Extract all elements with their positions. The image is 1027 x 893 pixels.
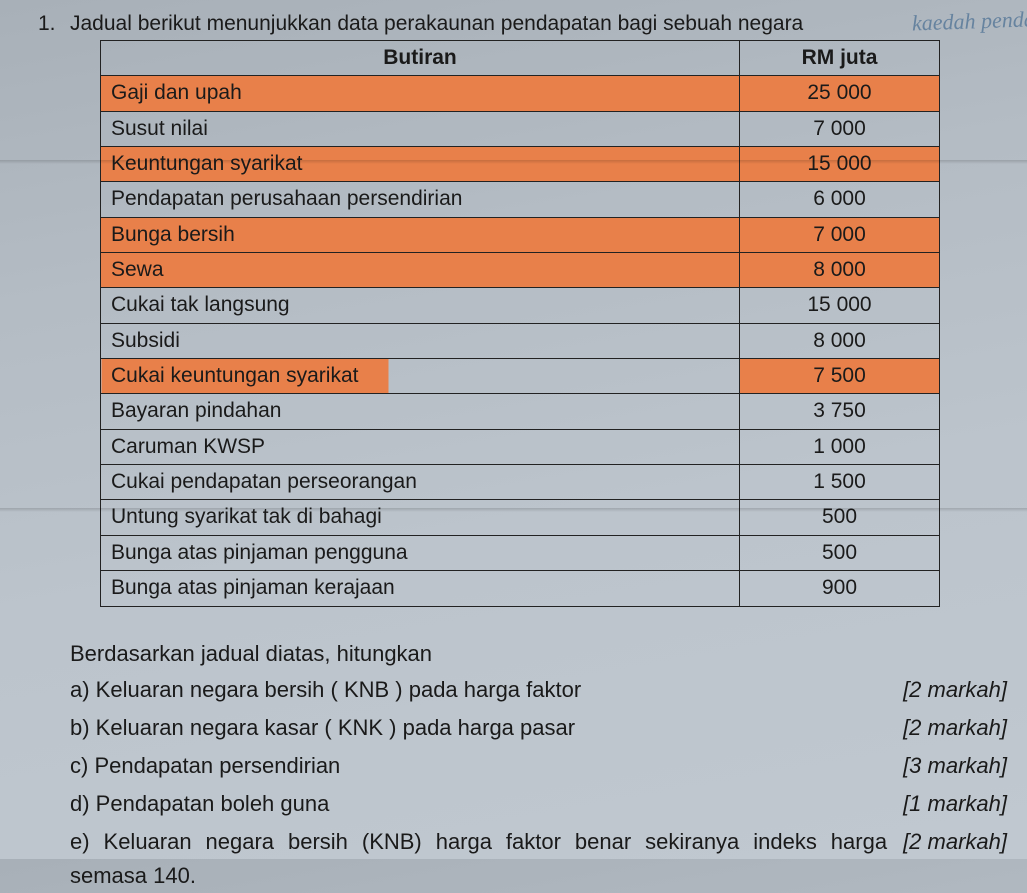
table-row: Cukai keuntungan syarikat7 500 bbox=[101, 359, 940, 394]
row-label: Bunga atas pinjaman kerajaan bbox=[101, 571, 740, 606]
subquestion-body: Keluaran negara bersih (KNB) harga fakto… bbox=[70, 829, 887, 888]
subquestion-body: Pendapatan boleh guna bbox=[90, 791, 330, 816]
table-row: Bunga bersih7 000 bbox=[101, 217, 940, 252]
question-heading: 1. Jadual berikut menunjukkan data perak… bbox=[70, 12, 1007, 36]
row-label: Untung syarikat tak di bahagi bbox=[101, 500, 740, 535]
subquestion-row: [2 markah]e) Keluaran negara bersih (KNB… bbox=[70, 825, 1007, 893]
row-label: Cukai keuntungan syarikat bbox=[101, 359, 740, 394]
subquestion-letter: e) bbox=[70, 829, 90, 854]
row-value: 8 000 bbox=[740, 253, 940, 288]
row-label: Caruman KWSP bbox=[101, 429, 740, 464]
row-label: Bunga bersih bbox=[101, 217, 740, 252]
row-value: 6 000 bbox=[740, 182, 940, 217]
row-value: 7 000 bbox=[740, 217, 940, 252]
row-value: 500 bbox=[740, 500, 940, 535]
table-row: Caruman KWSP1 000 bbox=[101, 429, 940, 464]
table-row: Sewa8 000 bbox=[101, 253, 940, 288]
table-row: Keuntungan syarikat15 000 bbox=[101, 147, 940, 182]
question-text: Jadual berikut menunjukkan data perakaun… bbox=[70, 12, 803, 35]
row-value: 7 000 bbox=[740, 111, 940, 146]
subquestion-letter: c) bbox=[70, 753, 88, 778]
question-number: 1. bbox=[38, 12, 56, 36]
row-label: Subsidi bbox=[101, 323, 740, 358]
row-label: Keuntungan syarikat bbox=[101, 147, 740, 182]
subquestion-letter: b) bbox=[70, 715, 90, 740]
subquestion-body: Keluaran negara kasar ( KNK ) pada harga… bbox=[90, 715, 576, 740]
subquestion-letter: a) bbox=[70, 677, 90, 702]
row-label: Bunga atas pinjaman pengguna bbox=[101, 535, 740, 570]
subquestion-row: a) Keluaran negara bersih ( KNB ) pada h… bbox=[70, 673, 1007, 707]
header-butiran: Butiran bbox=[101, 41, 740, 76]
row-label: Gaji dan upah bbox=[101, 76, 740, 111]
row-value: 15 000 bbox=[740, 147, 940, 182]
subquestion-marks: [3 markah] bbox=[887, 749, 1007, 783]
table-row: Cukai pendapatan perseorangan1 500 bbox=[101, 465, 940, 500]
subquestion-marks: [1 markah] bbox=[887, 787, 1007, 821]
row-label: Susut nilai bbox=[101, 111, 740, 146]
table-header-row: Butiran RM juta bbox=[101, 41, 940, 76]
subquestion-text: b) Keluaran negara kasar ( KNK ) pada ha… bbox=[70, 711, 887, 745]
subquestion-body: Pendapatan persendirian bbox=[88, 753, 340, 778]
row-value: 8 000 bbox=[740, 323, 940, 358]
subquestion-text: d) Pendapatan boleh guna bbox=[70, 787, 887, 821]
subquestion-row: d) Pendapatan boleh guna[1 markah] bbox=[70, 787, 1007, 821]
row-label: Bayaran pindahan bbox=[101, 394, 740, 429]
subquestion-marks: [2 markah] bbox=[887, 711, 1007, 745]
subquestion-marks: [2 markah] bbox=[887, 673, 1007, 707]
table-row: Bunga atas pinjaman pengguna500 bbox=[101, 535, 940, 570]
table-row: Pendapatan perusahaan persendirian6 000 bbox=[101, 182, 940, 217]
row-value: 1 500 bbox=[740, 465, 940, 500]
subquestion-letter: d) bbox=[70, 791, 90, 816]
table-row: Gaji dan upah25 000 bbox=[101, 76, 940, 111]
row-value: 3 750 bbox=[740, 394, 940, 429]
row-value: 500 bbox=[740, 535, 940, 570]
subquestion-text: c) Pendapatan persendirian bbox=[70, 749, 887, 783]
subquestion-body: Keluaran negara bersih ( KNB ) pada harg… bbox=[90, 677, 582, 702]
row-value: 25 000 bbox=[740, 76, 940, 111]
subquestion-row: b) Keluaran negara kasar ( KNK ) pada ha… bbox=[70, 711, 1007, 745]
subquestion-text: a) Keluaran negara bersih ( KNB ) pada h… bbox=[70, 673, 887, 707]
row-label: Pendapatan perusahaan persendirian bbox=[101, 182, 740, 217]
row-value: 7 500 bbox=[740, 359, 940, 394]
table-row: Bayaran pindahan3 750 bbox=[101, 394, 940, 429]
row-value: 15 000 bbox=[740, 288, 940, 323]
subquestions-lead: Berdasarkan jadual diatas, hitungkan bbox=[70, 641, 1007, 667]
table-row: Subsidi8 000 bbox=[101, 323, 940, 358]
handwritten-annotation: kaedah pendapa bbox=[912, 5, 1027, 36]
row-value: 1 000 bbox=[740, 429, 940, 464]
table-row: Susut nilai7 000 bbox=[101, 111, 940, 146]
subquestions-block: Berdasarkan jadual diatas, hitungkan a) … bbox=[70, 641, 1007, 893]
table-row: Bunga atas pinjaman kerajaan900 bbox=[101, 571, 940, 606]
subquestion-row: c) Pendapatan persendirian[3 markah] bbox=[70, 749, 1007, 783]
header-rmjuta: RM juta bbox=[740, 41, 940, 76]
subquestion-text: e) Keluaran negara bersih (KNB) harga fa… bbox=[70, 825, 1007, 893]
table-row: Untung syarikat tak di bahagi500 bbox=[101, 500, 940, 535]
row-label: Cukai tak langsung bbox=[101, 288, 740, 323]
table-row: Cukai tak langsung15 000 bbox=[101, 288, 940, 323]
data-table: Butiran RM juta Gaji dan upah25 000Susut… bbox=[100, 40, 940, 607]
row-label: Cukai pendapatan perseorangan bbox=[101, 465, 740, 500]
subquestion-marks: [2 markah] bbox=[887, 825, 1007, 859]
row-label: Sewa bbox=[101, 253, 740, 288]
row-value: 900 bbox=[740, 571, 940, 606]
